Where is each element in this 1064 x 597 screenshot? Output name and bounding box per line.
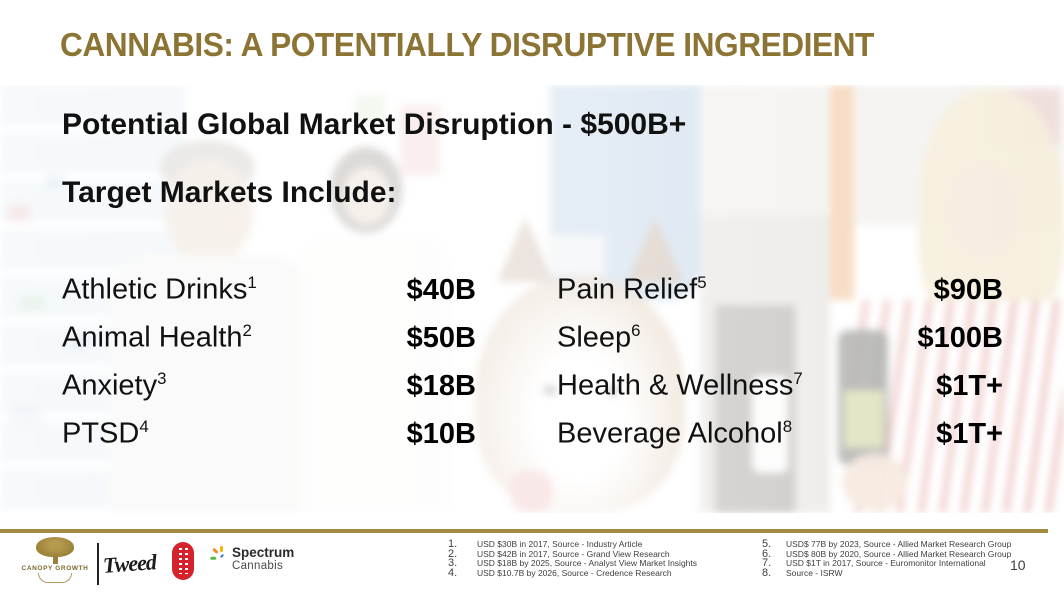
market-row: Beverage Alcohol8 $1T+ (557, 410, 1003, 458)
footnote-ref: 8 (782, 417, 793, 437)
spectrum-sparkle-icon (210, 546, 228, 562)
footnote-ref: 4 (139, 417, 149, 437)
canopy-growth-trunk-icon (52, 555, 58, 564)
pill-text-column (184, 548, 188, 574)
market-row: PTSD4 $10B (62, 410, 476, 458)
footnote: 3. USD $18B by 2025, Source - Analyst Vi… (448, 557, 698, 570)
market-value: $1T+ (936, 369, 1003, 402)
footnote-ref: 7 (793, 369, 803, 389)
market-label: Animal Health2 (62, 321, 252, 354)
market-label: Anxiety3 (62, 369, 167, 402)
market-row: Health & Wellness7 $1T+ (557, 362, 1003, 410)
market-label: Athletic Drinks1 (62, 273, 257, 306)
spectrum-wordmark: Spectrum Cannabis (232, 545, 295, 572)
footnote: 5. USD$ 77B by 2023, Source - Allied Mar… (762, 538, 1012, 550)
market-row: Animal Health2 $50B (62, 314, 476, 362)
footnote-ref: 3 (157, 369, 167, 389)
footnote: 2. USD $42B in 2017, Source - Grand View… (448, 547, 670, 560)
canopy-growth-wordmark: CANOPY GROWTH (21, 565, 89, 572)
market-list-left: Athletic Drinks1 $40B Animal Health2 $50… (62, 266, 476, 458)
market-label: Health & Wellness7 (557, 369, 803, 402)
market-value: $50B (406, 321, 476, 354)
tweed-logo: Tweed (102, 549, 157, 578)
footnote-ref: 6 (631, 321, 641, 341)
market-row: Sleep6 $100B (557, 314, 1003, 362)
footer-divider-line (0, 529, 1048, 533)
slide-title: CANNABIS: A POTENTIALLY DISRUPTIVE INGRE… (60, 26, 874, 63)
market-row: Anxiety3 $18B (62, 362, 476, 410)
tokyo-smoke-pill-icon (172, 542, 194, 580)
market-label: Pain Relief5 (557, 273, 707, 306)
canopy-growth-logo: CANOPY GROWTH (18, 537, 92, 591)
white-fade-overlay (0, 85, 1064, 513)
market-value: $18B (406, 369, 476, 402)
market-list-right: Pain Relief5 $90B Sleep6 $100B Health & … (557, 266, 1003, 458)
canopy-growth-tree-icon (36, 537, 74, 557)
footnotes-left: 1. USD $30B in 2017, Source - Industry A… (448, 538, 758, 579)
footnote: 1. USD $30B in 2017, Source - Industry A… (448, 538, 643, 550)
market-label: PTSD4 (62, 417, 149, 450)
logo-divider (97, 543, 99, 585)
pill-text-column (178, 548, 182, 574)
market-value: $10B (406, 417, 476, 450)
market-value: $1T+ (936, 417, 1003, 450)
market-value: $40B (406, 273, 476, 306)
photo-collage-band: Potential Global Market Disruption - $50… (0, 85, 1064, 513)
market-label: Beverage Alcohol8 (557, 417, 793, 450)
canopy-growth-arc-decoration (38, 573, 72, 583)
spectrum-cannabis-logo: Spectrum Cannabis (210, 545, 295, 572)
footnotes-right: 5. USD$ 77B by 2023, Source - Allied Mar… (762, 538, 1012, 579)
footnote: 7. USD $1T in 2017, Source - Euromonitor… (762, 557, 986, 570)
page-number: 10 (1010, 557, 1026, 573)
footnote-ref: 1 (247, 273, 257, 293)
footnote-ref: 2 (242, 321, 252, 341)
market-disruption-heading: Potential Global Market Disruption - $50… (62, 108, 687, 141)
footnote-ref: 5 (697, 273, 707, 293)
market-value: $90B (933, 273, 1003, 306)
footnote: 8. Source - ISRW (762, 566, 843, 579)
footnote: 6. USD$ 80B by 2020, Source - Allied Mar… (762, 547, 1012, 560)
market-value: $100B (917, 321, 1003, 354)
target-markets-heading: Target Markets Include: (62, 176, 397, 209)
market-row: Pain Relief5 $90B (557, 266, 1003, 314)
footnote: 4. USD $10.7B by 2026, Source - Credence… (448, 566, 672, 579)
market-row: Athletic Drinks1 $40B (62, 266, 476, 314)
market-label: Sleep6 (557, 321, 641, 354)
